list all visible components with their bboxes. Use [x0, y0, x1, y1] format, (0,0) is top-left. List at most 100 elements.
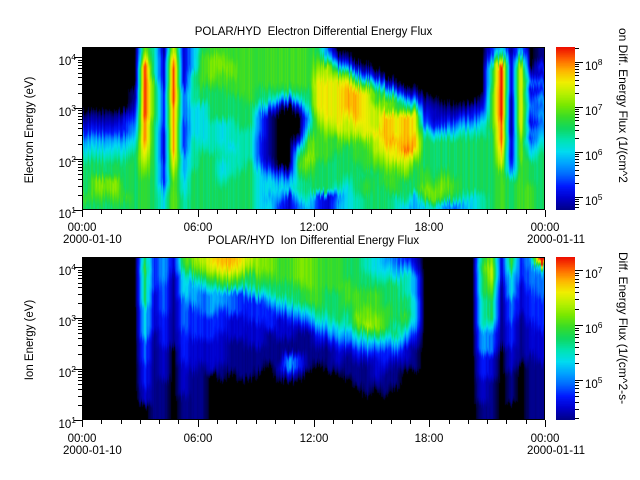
- y-minor-tick: [78, 65, 82, 66]
- colorbar-minor-tick: [575, 354, 579, 355]
- y-axis-tick-label: 103: [58, 313, 76, 329]
- x-axis-tick-label: 06:00: [183, 433, 213, 445]
- x-axis-tick-label: 00:00: [67, 433, 97, 445]
- y-major-tick: [74, 420, 82, 421]
- colorbar-minor-tick: [575, 418, 579, 419]
- y-minor-tick: [78, 144, 82, 145]
- x-minor-tick: [449, 210, 450, 214]
- x-minor-tick: [101, 210, 102, 214]
- x-minor-tick: [178, 420, 179, 424]
- x-major-tick: [82, 210, 83, 217]
- y-minor-tick: [78, 270, 82, 271]
- y-minor-tick: [78, 110, 82, 111]
- x-minor-tick: [333, 420, 334, 424]
- y-axis-tick-label: 101: [58, 415, 76, 431]
- y-minor-tick: [78, 62, 82, 63]
- colorbar-minor-tick: [575, 183, 579, 184]
- colorbar-minor-tick: [575, 363, 579, 364]
- y-minor-tick: [78, 323, 82, 324]
- colorbar-minor-tick: [575, 170, 579, 171]
- colorbar-minor-tick: [575, 299, 579, 300]
- x-minor-tick: [468, 210, 469, 214]
- colorbar-minor-tick: [575, 138, 579, 139]
- colorbar-major-tick: [575, 107, 583, 108]
- y-minor-tick: [78, 333, 82, 334]
- colorbar-minor-tick: [575, 64, 579, 65]
- date-label-left: 2000-01-10: [63, 234, 122, 246]
- y-minor-tick: [78, 389, 82, 390]
- x-major-tick: [429, 210, 430, 217]
- y-minor-tick: [78, 135, 82, 136]
- x-axis-tick-label: 00:00: [530, 222, 560, 234]
- y-minor-tick: [78, 170, 82, 171]
- x-minor-tick: [275, 210, 276, 214]
- colorbar-minor-tick: [575, 125, 579, 126]
- x-minor-tick: [140, 210, 141, 214]
- y-minor-tick: [78, 119, 82, 120]
- x-minor-tick: [217, 210, 218, 214]
- colorbar-major-tick: [575, 270, 583, 271]
- x-axis-tick-label: 00:00: [67, 222, 97, 234]
- date-label-left: 2000-01-10: [63, 445, 122, 457]
- y-major-tick: [74, 210, 82, 211]
- y-minor-tick: [78, 93, 82, 94]
- colorbar-minor-tick: [575, 204, 579, 205]
- x-minor-tick: [371, 210, 372, 214]
- y-minor-tick: [78, 68, 82, 69]
- colorbar-minor-tick: [575, 66, 579, 67]
- y-minor-tick: [78, 179, 82, 180]
- y-minor-tick: [78, 380, 82, 381]
- colorbar-minor-tick: [575, 154, 579, 155]
- colorbar-minor-tick: [575, 382, 579, 383]
- colorbar-minor-tick: [575, 201, 579, 202]
- y-minor-tick: [78, 354, 82, 355]
- colorbar-unit-label: on Diff. Energy Flux (1/(cm^2: [616, 28, 630, 183]
- x-minor-tick: [352, 420, 353, 424]
- x-axis-tick-label: 18:00: [414, 433, 444, 445]
- y-minor-tick: [78, 195, 82, 196]
- y-axis-title: Electron Energy (eV): [24, 76, 36, 184]
- colorbar-minor-tick: [575, 347, 579, 348]
- colorbar-tick-label: 105: [585, 192, 603, 208]
- y-minor-tick: [78, 164, 82, 165]
- x-minor-tick: [410, 420, 411, 424]
- x-minor-tick: [121, 210, 122, 214]
- y-minor-tick: [78, 338, 82, 339]
- y-minor-tick: [78, 60, 82, 61]
- colorbar-tick-label: 107: [585, 102, 603, 118]
- x-minor-tick: [487, 210, 488, 214]
- y-major-tick: [74, 108, 82, 109]
- colorbar-minor-tick: [575, 111, 579, 112]
- y-axis-tick-label: 101: [58, 205, 76, 221]
- x-minor-tick: [178, 210, 179, 214]
- y-minor-tick: [78, 294, 82, 295]
- colorbar-minor-tick: [575, 114, 579, 115]
- x-minor-tick: [275, 420, 276, 424]
- x-minor-tick: [217, 420, 218, 424]
- colorbar-minor-tick: [575, 80, 579, 81]
- colorbar-tick-label: 105: [585, 375, 603, 391]
- y-minor-tick: [78, 345, 82, 346]
- colorbar-minor-tick: [575, 207, 579, 208]
- y-axis-tick-label: 104: [58, 52, 76, 68]
- colorbar-minor-tick: [575, 120, 579, 121]
- colorbar-major-tick: [575, 152, 583, 153]
- x-minor-tick: [236, 420, 237, 424]
- x-major-tick: [545, 210, 546, 217]
- colorbar-tick-label: 107: [585, 265, 603, 281]
- x-major-tick: [198, 210, 199, 217]
- x-major-tick: [198, 420, 199, 427]
- x-minor-tick: [256, 420, 257, 424]
- colorbar-tick-label: 106: [585, 147, 603, 163]
- colorbar-minor-tick: [575, 334, 579, 335]
- colorbar-minor-tick: [575, 162, 579, 163]
- y-minor-tick: [78, 73, 82, 74]
- y-minor-tick: [78, 384, 82, 385]
- x-minor-tick: [391, 420, 392, 424]
- colorbar-minor-tick: [575, 292, 579, 293]
- y-minor-tick: [78, 123, 82, 124]
- colorbar-minor-tick: [575, 275, 579, 276]
- x-axis-tick-label: 18:00: [414, 222, 444, 234]
- colorbar-minor-tick: [575, 287, 579, 288]
